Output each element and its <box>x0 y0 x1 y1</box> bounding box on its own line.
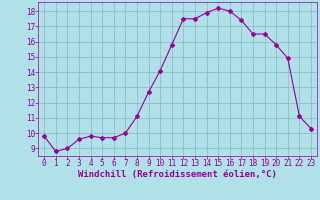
X-axis label: Windchill (Refroidissement éolien,°C): Windchill (Refroidissement éolien,°C) <box>78 170 277 179</box>
